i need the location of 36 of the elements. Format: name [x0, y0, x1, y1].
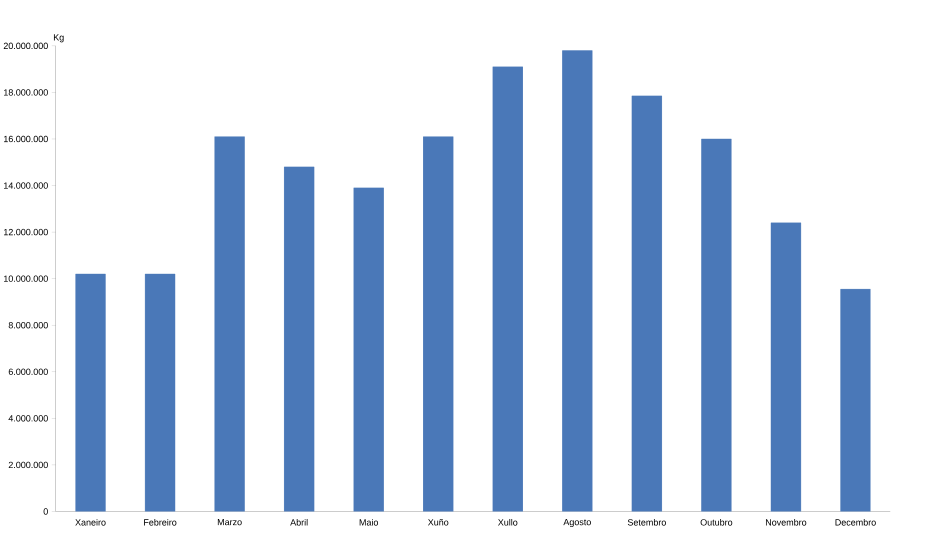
x-tick-label: Novembro — [766, 518, 806, 526]
x-tick-label: Decembro — [836, 518, 876, 526]
y-axis-title: Kg — [54, 34, 64, 42]
bar — [840, 288, 871, 512]
bar — [701, 138, 732, 512]
x-tick-label: Setembro — [628, 518, 666, 526]
bar — [284, 166, 314, 512]
y-tick-label: 4.000.000 — [8, 414, 48, 422]
y-tick-label: 0 — [44, 508, 48, 514]
y-tick-label: 16.000.000 — [4, 136, 48, 142]
bar — [75, 274, 106, 512]
bar — [144, 274, 176, 512]
bar — [214, 136, 245, 512]
bar — [562, 50, 592, 512]
y-tick-label: 14.000.000 — [4, 182, 48, 189]
y-tick-label: 20.000.000 — [4, 42, 48, 49]
x-tick-label: Xullo — [498, 518, 518, 526]
x-tick-label: Outubro — [700, 518, 732, 526]
bar — [492, 66, 523, 512]
x-tick-label: Maio — [360, 518, 378, 526]
y-tick-label: 12.000.000 — [4, 228, 48, 236]
y-tick-label: 6.000.000 — [8, 368, 48, 375]
bar — [423, 136, 454, 512]
y-tick-label: 18.000.000 — [4, 89, 48, 96]
bar — [354, 188, 384, 512]
bar — [770, 222, 802, 512]
x-tick-label: Agosto — [563, 518, 591, 527]
y-tick-label: 10.000.000 — [4, 275, 48, 282]
x-tick-label: Marzo — [218, 518, 242, 526]
x-tick-label: Febreiro — [144, 518, 176, 526]
x-tick-label: Abril — [290, 518, 308, 526]
y-tick-label: 8.000.000 — [8, 322, 48, 328]
y-tick-label: 2.000.000 — [8, 462, 48, 468]
x-tick-label: Xaneiro — [75, 518, 106, 526]
bar — [632, 96, 662, 512]
x-tick-label: Xuño — [428, 518, 448, 526]
